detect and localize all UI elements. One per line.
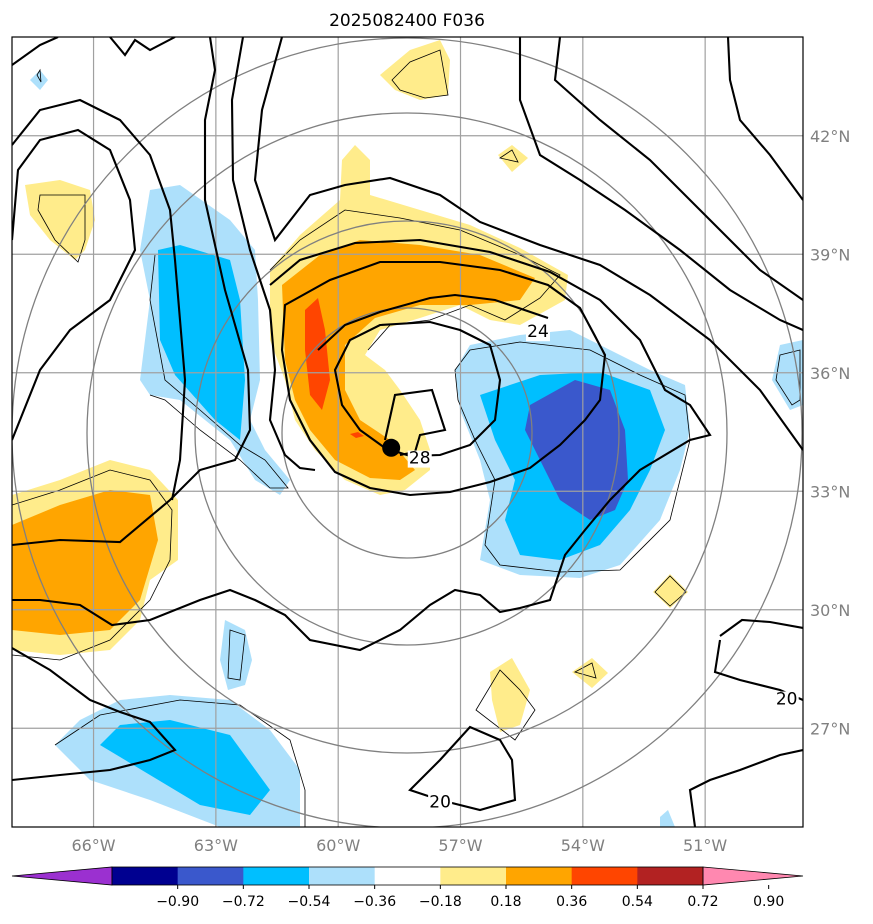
contour-label: 20 <box>429 792 451 812</box>
colorbar-tick-label: 0.90 <box>753 894 784 910</box>
colorbar-segment <box>440 867 507 885</box>
colorbar-segment <box>506 867 573 885</box>
colorbar-segment <box>112 867 179 885</box>
contour-label: 28 <box>409 449 431 469</box>
longitude-labels: 66°W 63°W 60°W 57°W 54°W 51°W <box>71 836 727 855</box>
map-frame <box>11 36 804 828</box>
colorbar-tick-label: 0.18 <box>490 894 521 910</box>
negative-anomaly-dark <box>525 380 628 520</box>
positive-anomaly-strong <box>305 298 364 438</box>
map-content: 24 28 20 20 <box>12 37 803 827</box>
latitude-label: 36°N <box>810 364 850 383</box>
longitude-label: 63°W <box>194 836 238 855</box>
colorbar-tick-label: 0.72 <box>687 894 718 910</box>
colorbar: −0.90 −0.72 −0.54 −0.36 −0.18 0.18 0.36 0.54 0.7… <box>11 866 804 910</box>
latitude-label: 39°N <box>810 245 850 264</box>
colorbar-segment <box>571 867 638 885</box>
colorbar-tick-label: −0.54 <box>288 894 331 910</box>
longitude-label: 60°W <box>316 836 360 855</box>
colorbar-frame <box>111 866 704 886</box>
storm-center-marker <box>382 438 401 457</box>
latitude-labels: 42°N 39°N 36°N 33°N 30°N 27°N <box>810 127 850 739</box>
longitude-label: 66°W <box>71 836 115 855</box>
contour-label-bg <box>525 324 550 342</box>
longitude-label: 57°W <box>438 836 482 855</box>
colorbar-segment <box>637 867 704 885</box>
colorbar-tick-label: 0.54 <box>622 894 653 910</box>
longitude-label: 51°W <box>683 836 727 855</box>
colorbar-extend-high <box>702 866 804 886</box>
contour-label-bg <box>407 450 432 468</box>
contour-label-bg <box>774 691 799 709</box>
colorbar-tick-label: −0.36 <box>353 894 396 910</box>
longitude-label: 54°W <box>561 836 605 855</box>
contour-labels: 24 28 20 20 <box>407 322 799 812</box>
latitude-label: 27°N <box>810 719 850 738</box>
figure-title: 2025082400 F036 <box>329 11 485 31</box>
latitude-label: 33°N <box>810 482 850 501</box>
latitude-label: 30°N <box>810 601 850 620</box>
contour-label: 24 <box>527 322 549 342</box>
colorbar-tick-label: −0.72 <box>222 894 265 910</box>
colorbar-segment <box>309 867 376 885</box>
colorbar-segment <box>374 867 441 885</box>
colorbar-segment <box>177 867 244 885</box>
anomaly-outline-contours <box>12 49 801 827</box>
contour-label-bg <box>428 794 453 812</box>
colorbar-extend-low <box>11 866 113 886</box>
latitude-label: 42°N <box>810 127 850 146</box>
colorbar-tick-label: −0.18 <box>419 894 462 910</box>
range-rings <box>12 37 803 827</box>
height-contours <box>12 37 803 827</box>
colorbar-segment <box>243 867 310 885</box>
colorbar-tick-label: 0.36 <box>556 894 587 910</box>
colorbar-tick-label: −0.90 <box>156 894 199 910</box>
contour-label: 20 <box>776 690 798 710</box>
